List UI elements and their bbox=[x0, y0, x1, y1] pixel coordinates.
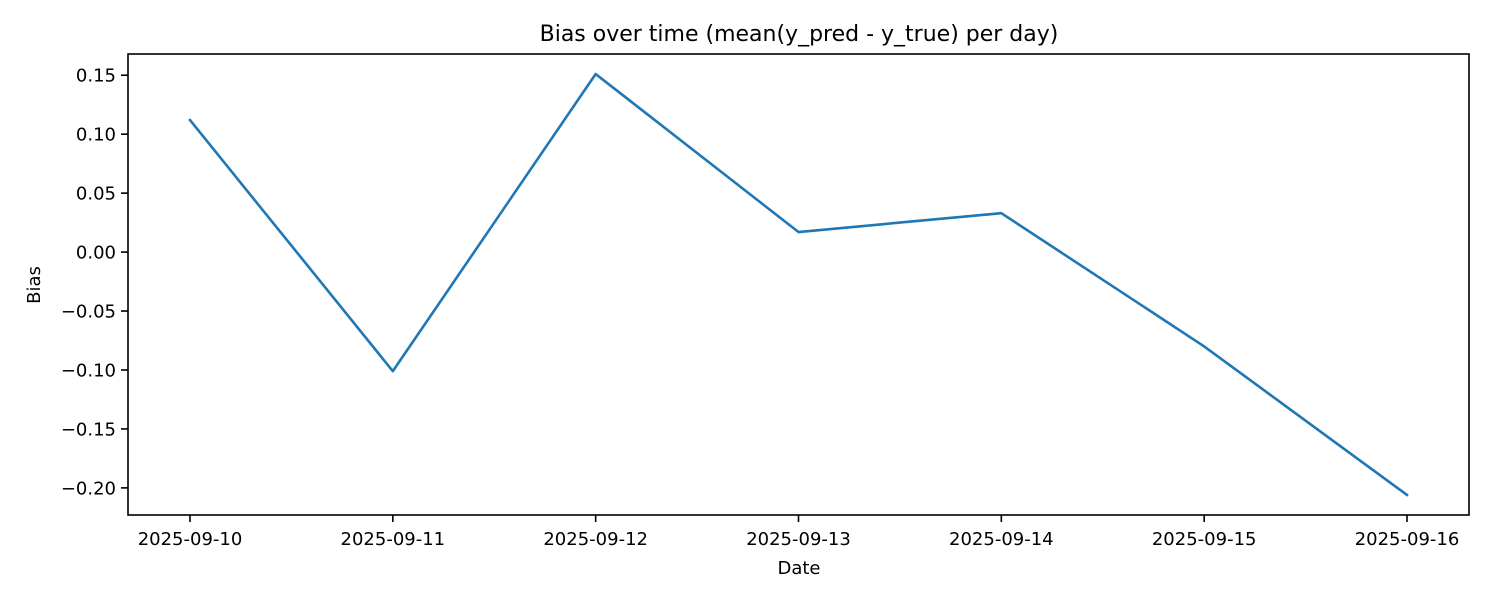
x-axis-title: Date bbox=[777, 558, 820, 579]
y-tick-label: −0.05 bbox=[61, 302, 116, 323]
y-tick-label: 0.05 bbox=[76, 184, 116, 205]
y-tick-label: −0.10 bbox=[61, 360, 116, 381]
chart-title: Bias over time (mean(y_pred - y_true) pe… bbox=[540, 22, 1059, 47]
plot-frame bbox=[127, 53, 1470, 516]
y-tick-label: 0.15 bbox=[76, 66, 116, 87]
series-line bbox=[188, 72, 1409, 497]
y-axis-title: Bias bbox=[24, 266, 45, 304]
x-tick-label: 2025-09-12 bbox=[543, 529, 648, 550]
x-tick-label: 2025-09-11 bbox=[341, 529, 446, 550]
x-axis: 2025-09-10 2025-09-11 2025-09-12 2025-09-13… bbox=[138, 515, 1460, 550]
x-tick-label: 2025-09-14 bbox=[949, 529, 1054, 550]
y-tick-label: −0.15 bbox=[61, 419, 116, 440]
x-tick-label: 2025-09-15 bbox=[1152, 529, 1257, 550]
y-tick-label: 0.10 bbox=[76, 125, 116, 146]
y-axis: 0.15 0.10 0.05 0.00 −0.05 −0.10 −0.15 −0.20 bbox=[61, 66, 128, 499]
y-tick-label: 0.00 bbox=[76, 243, 116, 264]
x-tick-label: 2025-09-10 bbox=[138, 529, 243, 550]
y-tick-label: −0.20 bbox=[61, 478, 116, 499]
x-tick-label: 2025-09-13 bbox=[746, 529, 851, 550]
x-tick-label: 2025-09-16 bbox=[1355, 529, 1460, 550]
plot-area bbox=[127, 53, 1470, 516]
